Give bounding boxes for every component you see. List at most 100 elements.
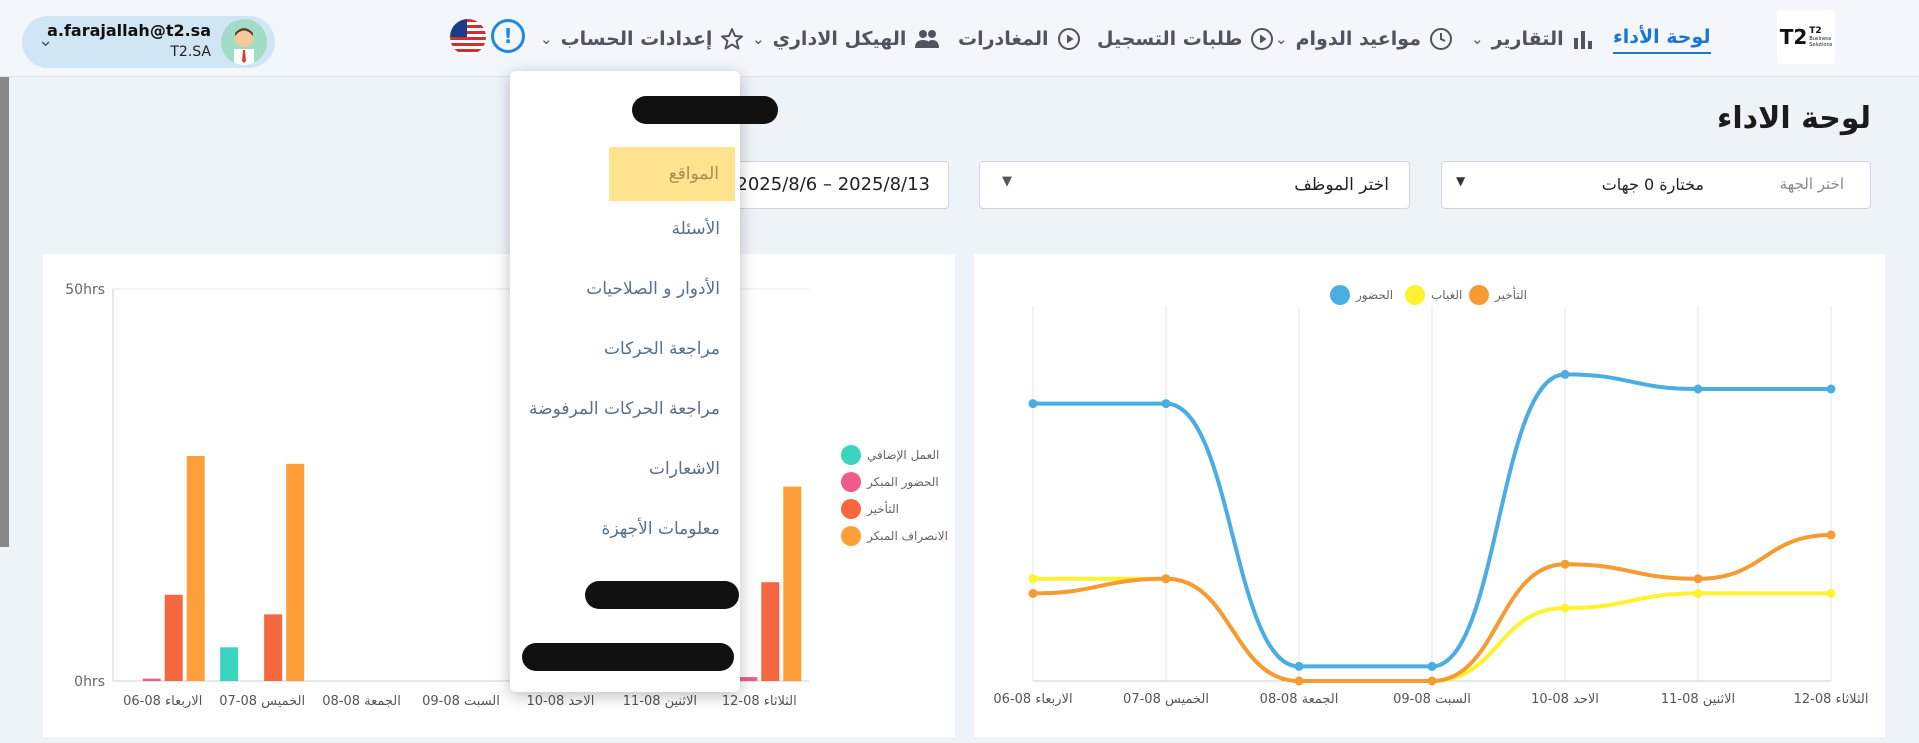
data-point [1294,661,1304,671]
nav-reports-label: التقارير [1491,28,1564,50]
bar [164,594,183,681]
scrollbar[interactable] [0,77,9,547]
play-circle-icon [1251,28,1274,50]
x-tick-label: الجمعة 08-08 [322,694,401,709]
legend-label: التأخير [1494,286,1527,303]
data-point [1826,588,1836,598]
legend-label: الحضور [1355,288,1393,303]
x-tick-label: الثلاثاء 08-12 [722,694,797,709]
chevron-down-icon[interactable]: ⌄ [38,30,54,51]
us-flag-icon[interactable] [450,19,486,55]
page-title: لوحة الاداء [1717,101,1871,136]
x-tick-label: الثلاثاء 08-12 [1794,692,1869,707]
data-point [1294,676,1304,686]
avatar[interactable] [221,19,267,65]
legend-marker [841,472,861,492]
user-org: T2.SA [170,44,211,60]
data-point [1028,574,1038,584]
bar [142,678,161,681]
chevron-down-icon: ⌄ [752,30,765,48]
data-point [1028,588,1038,598]
department-label: اختر الجهة [1779,175,1844,193]
bar-chart-icon [1573,31,1592,49]
logo-line-1: T2 [1809,26,1822,36]
legend-label: الغياب [1431,288,1462,302]
menu-item-movements-review[interactable]: مراجعة الحركات [604,339,720,359]
redacted-item [585,581,739,609]
bar-chart: 50hrs 0hrs الاربعاء 08-06 الخميس 08-07 الجمع… [65,282,948,709]
logo-mark: T2 [1779,25,1808,49]
logo-line-2: Business [1809,36,1832,42]
legend-label: الحضور المبكر [866,475,939,490]
play-circle-icon [1057,28,1080,50]
date-range-picker[interactable]: 2025/8/6 – 2025/8/13 [735,161,949,209]
chevron-down-icon: ⌄ [1275,30,1288,48]
data-point [1560,603,1570,613]
redacted-item [632,96,778,124]
legend-label: الانصراف المبكر [866,529,948,544]
nav-account-settings[interactable]: ⌄ إعدادات الحساب [540,24,744,54]
bar [761,582,780,681]
nav-dashboard[interactable]: لوحة الأداء [1613,24,1711,54]
bar [783,486,802,681]
data-point [1826,384,1836,394]
nav-work-schedules[interactable]: ⌄ مواعيد الدوام [1275,24,1453,54]
line-chart: الاربعاء 08-06 الخميس 08-07 الجمعة 08-08 ال… [993,285,1869,707]
data-point [1028,399,1038,409]
nav-account-settings-label: إعدادات الحساب [560,28,713,50]
nav-reports[interactable]: ⌄ التقارير [1471,24,1594,54]
alert-icon[interactable]: ! [491,19,525,53]
menu-item-locations[interactable]: المواقع [608,147,735,201]
nav-registration-requests[interactable]: طلبات التسجيل [1097,24,1274,54]
data-point [1427,676,1437,686]
menu-item-notifications[interactable]: الاشعارات [649,459,720,479]
menu-item-devices-info[interactable]: معلومات الأجهزة [601,519,720,539]
menu-item-roles-permissions[interactable]: الأدوار و الصلاحيات [586,279,720,299]
menu-item-rejected-movements[interactable]: مراجعة الحركات المرفوضة [529,399,720,419]
data-point [1560,369,1570,379]
x-tick-label: الاربعاء 08-06 [123,694,202,709]
line-chart-card: الاربعاء 08-06 الخميس 08-07 الجمعة 08-08 ال… [974,254,1885,737]
nav-admin-structure-label: الهيكل الاداري [772,28,907,50]
legend-marker [1469,285,1489,305]
legend-marker [841,499,861,519]
x-tick-label: السبت 08-09 [422,694,500,709]
bar [286,463,305,681]
x-tick-label: الاثنين 08-11 [623,694,697,709]
company-logo[interactable]: T2 T2 Business Solutions [1777,10,1835,64]
y-tick-label: 0hrs [74,674,105,690]
nav-registration-requests-label: طلبات التسجيل [1097,28,1243,50]
legend-marker [1405,285,1425,305]
user-email: a.farajallah@t2.sa [47,21,211,40]
bar [264,614,283,681]
legend-label: التأخير [866,500,899,517]
data-point [1161,574,1171,584]
bar [220,647,239,681]
clock-icon [1429,28,1452,50]
data-point [1826,530,1836,540]
menu-item-questions[interactable]: الأسئلة [671,219,720,239]
nav-leaves-label: المغادرات [958,28,1049,50]
user-menu[interactable]: ⌄ a.farajallah@t2.sa T2.SA [22,16,275,68]
nav-leaves[interactable]: المغادرات [958,24,1081,54]
logo-line-3: Solutions [1809,42,1833,48]
top-navbar: ⌄ a.farajallah@t2.sa T2.SA ! ⌄ [0,0,1919,77]
nav-admin-structure[interactable]: ⌄ الهيكل الاداري [752,24,940,54]
legend-marker [1330,285,1350,305]
data-point [1693,384,1703,394]
nav-dashboard-label: لوحة الأداء [1613,26,1711,48]
y-tick-label: 50hrs [65,282,105,298]
caret-down-icon: ▼ [1456,174,1466,188]
legend-marker [841,526,861,546]
data-point [1161,399,1171,409]
legend-label: العمل الإضافي [867,448,939,462]
chevron-down-icon: ⌄ [540,30,553,48]
x-tick-label: الاثنين 08-11 [1661,692,1735,707]
x-tick-label: الخميس 08-07 [1123,692,1209,707]
x-tick-label: الاربعاء 08-06 [993,692,1072,707]
star-icon [721,28,744,50]
data-point [1693,588,1703,598]
redacted-item [522,643,734,671]
employee-select[interactable]: اختر الموظف ▼ [979,161,1410,209]
department-select[interactable]: اختر الجهة مختارة 0 جهات ▼ [1441,161,1871,209]
